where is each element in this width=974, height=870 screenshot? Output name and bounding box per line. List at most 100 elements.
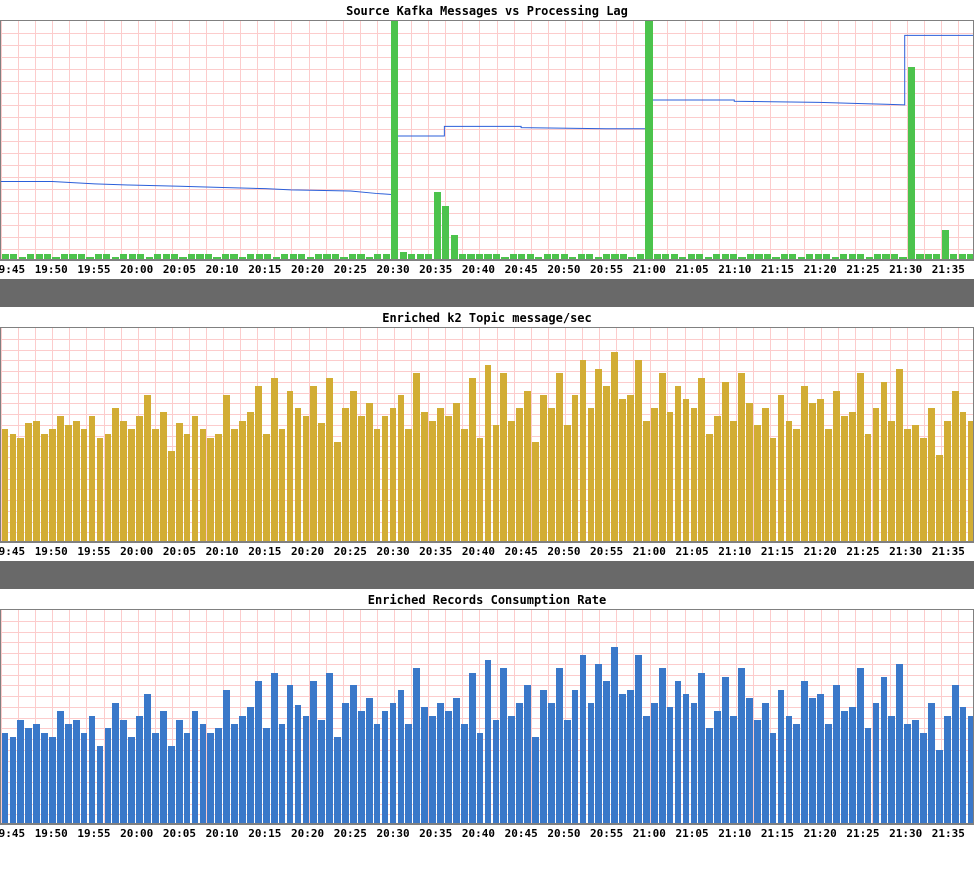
bar [136,416,143,541]
bar [52,257,59,259]
xaxis-tick-label: 19:50 [35,263,68,276]
bar [231,724,238,823]
xaxis-tick-label: 19:55 [77,827,110,840]
bar [429,421,436,541]
xaxis-tick-label: 20:05 [163,827,196,840]
bar [390,408,397,541]
bar [192,416,199,541]
bar [825,724,832,823]
bar [222,254,229,259]
bar [865,434,872,542]
bar [508,716,515,824]
bar [342,408,349,541]
bar [683,399,690,541]
bar [619,694,626,823]
xaxis-tick-label: 21:30 [889,263,922,276]
bar [960,707,967,823]
bar [713,254,720,259]
bar [730,254,737,259]
bar [73,720,80,823]
bar [451,235,458,259]
bar [239,421,246,541]
bar [667,707,674,823]
xaxis-tick-label: 21:25 [846,827,879,840]
bar [933,254,940,259]
bar [179,257,186,259]
xaxis-tick-label: 20:30 [376,263,409,276]
bar [659,668,666,823]
bar [873,703,880,823]
bar [611,352,618,541]
bar [688,254,695,259]
bar [556,373,563,541]
bar [461,429,468,541]
bar [25,423,32,541]
bar [857,254,864,259]
bar [263,434,270,542]
bar [485,660,492,823]
bar [105,728,112,823]
bar [374,429,381,541]
bar [128,737,135,823]
bar [493,425,500,541]
bar [295,408,302,541]
xaxis-tick-label: 20:15 [248,827,281,840]
bar [57,711,64,823]
bar [65,425,72,541]
bar [25,728,32,823]
bar [967,254,974,259]
bar [168,451,175,541]
bar [691,703,698,823]
xaxis-tick-label: 21:10 [718,545,751,558]
bar [527,254,534,259]
bar [366,403,373,541]
bar [825,429,832,541]
bar [81,733,88,823]
bar [881,382,888,541]
xaxis-tick-label: 20:55 [590,545,623,558]
bar [315,254,322,259]
bar [959,254,966,259]
bar [81,429,88,541]
bar [171,254,178,259]
bar [144,694,151,823]
bar [298,254,305,259]
bar [722,382,729,541]
bar [809,698,816,823]
bar [815,254,822,259]
bar [400,252,407,259]
bar [213,257,220,259]
bar [374,724,381,823]
bar [97,438,104,541]
bar [168,746,175,823]
chart2-bar-series [1,328,973,541]
bar [184,733,191,823]
bar [510,254,517,259]
bar [578,254,585,259]
bar [136,716,143,824]
bar [619,399,626,541]
bar [675,681,682,823]
bar [413,373,420,541]
bar [57,416,64,541]
bar [350,685,357,823]
bar [476,254,483,259]
bar [256,254,263,259]
bar [595,257,602,259]
bar [952,685,959,823]
bar [326,673,333,824]
bar [86,257,93,259]
xaxis-tick-label: 20:50 [547,263,580,276]
bar [271,378,278,541]
bar [896,664,903,823]
bar [908,67,915,259]
bar [524,685,531,823]
bar [247,707,254,823]
bar [781,254,788,259]
bar [215,434,222,542]
bar [442,206,449,259]
bar [176,423,183,541]
bar [453,403,460,541]
bar [49,737,56,823]
bar [323,254,330,259]
